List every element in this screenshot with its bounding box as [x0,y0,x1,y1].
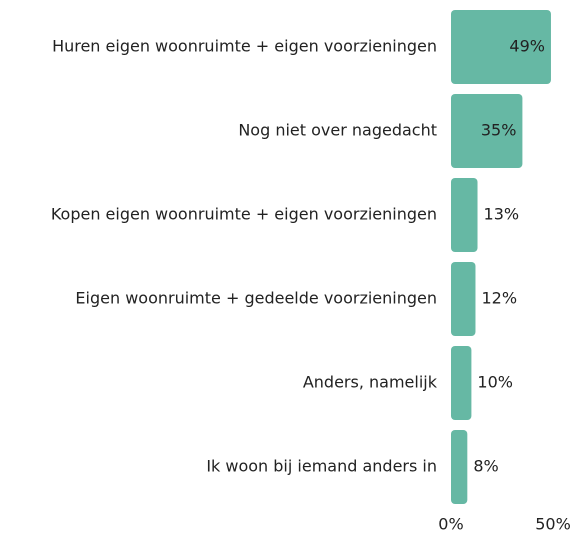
bar [451,262,476,336]
value-label: 10% [477,373,513,392]
category-label: Huren eigen woonruimte + eigen voorzieni… [52,37,437,56]
bar [451,430,468,504]
category-label: Kopen eigen woonruimte + eigen voorzieni… [51,205,437,224]
bar [451,346,472,420]
bar [451,94,523,168]
value-label: 49% [509,37,545,56]
bar [451,10,551,84]
x-tick-label: 0% [438,515,463,534]
bar [451,178,478,252]
value-label: 13% [484,205,520,224]
value-label: 35% [481,121,517,140]
value-label: 8% [473,457,498,476]
value-label: 12% [481,289,517,308]
category-label: Nog niet over nagedacht [238,121,437,140]
category-label: Eigen woonruimte + gedeelde voorzieninge… [75,289,437,308]
category-label: Ik woon bij iemand anders in [206,457,437,476]
x-tick-label: 50% [535,515,571,534]
category-label: Anders, namelijk [303,373,438,392]
